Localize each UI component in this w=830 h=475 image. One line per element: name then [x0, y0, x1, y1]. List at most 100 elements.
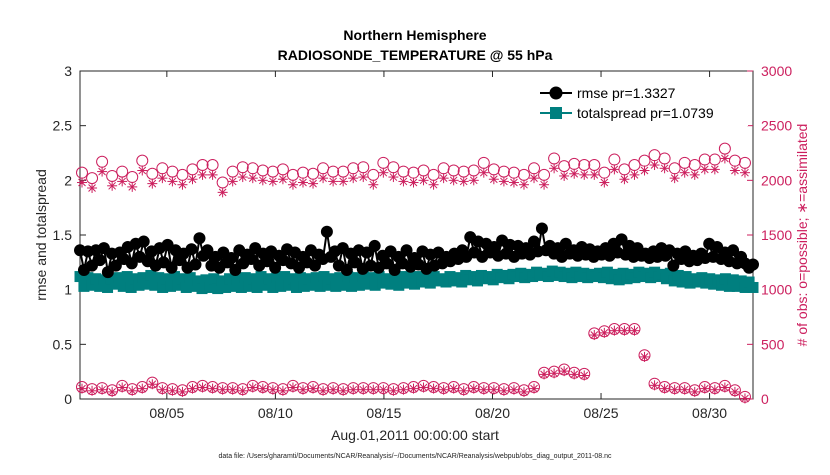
- rmse-marker: [320, 225, 333, 238]
- totalspread-marker: [216, 275, 228, 287]
- x-tick-label: 08/10: [258, 405, 293, 421]
- obs-assimilated-marker: [498, 385, 509, 396]
- obs-assimilated-marker: [97, 166, 108, 177]
- totalspread-marker: [294, 272, 306, 284]
- obs-assimilated-marker: [619, 174, 630, 185]
- totalspread-marker: [231, 274, 243, 286]
- obs-assimilated-marker: [227, 176, 238, 187]
- obs-assimilated-marker: [388, 172, 399, 183]
- totalspread-marker: [113, 272, 125, 284]
- rmse-marker: [527, 235, 540, 248]
- obs-assimilated-marker: [378, 167, 389, 178]
- obs-assimilated-marker: [589, 169, 600, 180]
- obs-assimilated-marker: [649, 380, 660, 391]
- obs-assimilated-marker: [297, 177, 308, 188]
- obs-assimilated-marker: [448, 383, 459, 394]
- totalspread-marker: [102, 281, 114, 293]
- totalspread-marker: [220, 281, 232, 293]
- obs-assimilated-marker: [679, 167, 690, 178]
- rmse-marker: [400, 244, 413, 257]
- rmse-marker: [380, 257, 393, 270]
- obs-assimilated-marker: [699, 383, 710, 394]
- totalspread-marker: [727, 274, 739, 286]
- rmse-marker: [261, 255, 274, 268]
- obs-assimilated-marker: [719, 382, 730, 393]
- obs-assimilated-marker: [147, 178, 158, 189]
- obs-assimilated-marker: [368, 384, 379, 395]
- totalspread-marker: [192, 275, 204, 287]
- obs-assimilated-marker: [559, 170, 570, 181]
- obs-assimilated-marker: [338, 385, 349, 396]
- obs-assimilated-marker: [348, 384, 359, 395]
- right-tick-label: 2000: [761, 172, 792, 188]
- obs-assimilated-marker: [468, 175, 479, 186]
- obs-assimilated-marker: [207, 169, 218, 180]
- obs-assimilated-marker: [358, 172, 369, 183]
- obs-assimilated-marker: [619, 325, 630, 336]
- obs-assimilated-marker: [127, 385, 138, 396]
- rmse-marker: [747, 258, 759, 271]
- obs-assimilated-marker: [107, 180, 118, 191]
- obs-assimilated-marker: [448, 175, 459, 186]
- obs-assimilated-marker: [227, 384, 238, 395]
- legend-box: [536, 78, 748, 126]
- right-tick-label: 1500: [761, 227, 792, 243]
- obs-assimilated-marker: [518, 386, 529, 397]
- obs-assimilated-marker: [689, 386, 700, 397]
- obs-assimilated-marker: [147, 379, 158, 390]
- obs-assimilated-marker: [569, 369, 580, 380]
- obs-assimilated-marker: [639, 351, 650, 362]
- totalspread-marker: [204, 281, 216, 293]
- totalspread-marker: [279, 271, 291, 283]
- totalspread-marker: [405, 272, 417, 284]
- totalspread-marker: [227, 280, 239, 292]
- obs-assimilated-marker: [398, 176, 409, 187]
- totalspread-marker: [137, 272, 149, 284]
- rmse-marker: [667, 259, 680, 272]
- totalspread-marker: [141, 278, 153, 290]
- obs-assimilated-marker: [247, 173, 258, 184]
- rmse-marker: [245, 253, 258, 266]
- totalspread-marker: [165, 280, 177, 292]
- totalspread-marker: [310, 272, 322, 284]
- obs-assimilated-marker: [539, 369, 550, 380]
- totalspread-marker: [747, 281, 759, 293]
- obs-assimilated-marker: [318, 385, 329, 396]
- rmse-marker: [137, 235, 150, 248]
- obs-assimilated-marker: [418, 175, 429, 186]
- totalspread-marker: [212, 283, 224, 295]
- rmse-marker: [93, 254, 106, 267]
- obs-assimilated-marker: [247, 382, 258, 393]
- obs-assimilated-marker: [739, 393, 750, 404]
- legend-rmse-marker: [549, 86, 563, 100]
- totalspread-marker: [109, 278, 121, 290]
- rmse-marker: [348, 256, 361, 269]
- obs-assimilated-marker: [398, 384, 409, 395]
- obs-assimilated-marker: [117, 176, 128, 187]
- rmse-marker: [229, 263, 242, 276]
- totalspread-marker: [271, 272, 283, 284]
- totalspread-marker: [365, 272, 377, 284]
- obs-assimilated-marker: [338, 176, 349, 187]
- obs-assimilated-marker: [629, 169, 640, 180]
- obs-assimilated-marker: [609, 164, 620, 175]
- obs-assimilated-marker: [719, 153, 730, 164]
- totalspread-marker: [393, 279, 405, 291]
- rmse-marker: [201, 244, 214, 257]
- totalspread-marker: [247, 273, 259, 285]
- obs-assimilated-marker: [197, 169, 208, 180]
- totalspread-marker: [716, 279, 728, 291]
- obs-assimilated-marker: [529, 383, 540, 394]
- y-axis-label-right: # of obs: o=possible; ∗=assimilated: [794, 124, 810, 347]
- totalspread-marker: [94, 280, 106, 292]
- obs-assimilated-marker: [297, 384, 308, 395]
- obs-assimilated-marker: [539, 179, 550, 190]
- obs-assimilated-marker: [257, 175, 268, 186]
- totalspread-marker: [287, 273, 299, 285]
- totalspread-marker: [672, 269, 684, 281]
- totalspread-marker: [125, 281, 137, 293]
- obs-assimilated-marker: [559, 366, 570, 377]
- obs-assimilated-marker: [308, 383, 319, 394]
- totalspread-marker: [318, 271, 330, 283]
